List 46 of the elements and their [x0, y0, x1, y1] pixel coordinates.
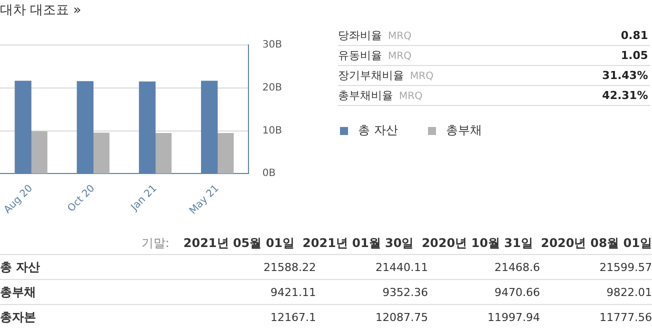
y-tick-label: 30B	[262, 40, 282, 51]
text: 11997.94	[488, 310, 540, 324]
text: 1.05	[620, 49, 648, 62]
text: 9822.01	[606, 286, 652, 298]
text: 기말:	[141, 234, 170, 252]
text: 12167.1	[270, 310, 316, 324]
y-tick-label: 10B	[262, 125, 282, 136]
text: 9470.66	[494, 286, 540, 298]
text: MRQ	[399, 91, 422, 102]
category-label: 총부채비율	[338, 89, 393, 102]
text: MRQ	[410, 71, 434, 82]
y-tick-label: 20B	[262, 82, 282, 94]
text: MRQ	[388, 31, 412, 42]
text: 9352.36	[382, 286, 428, 298]
legend-label: 총부채	[446, 122, 482, 139]
text: 21588.22	[264, 260, 316, 274]
category-label: 총부채	[0, 284, 36, 298]
category-label: 당좌비율	[338, 29, 382, 42]
text: 42.31%	[602, 89, 648, 102]
category-label: 장기부채비율	[338, 69, 404, 82]
chart-title: 대차 대조표 »	[0, 2, 82, 19]
text: 12087.75	[376, 310, 428, 324]
bar	[217, 133, 234, 174]
category-label: 총 자산	[0, 260, 40, 274]
bar	[154, 133, 172, 174]
x-tick-label: Oct 20	[66, 183, 98, 214]
category-label: 2020년 08월 01일	[540, 234, 652, 252]
text: 21468.6	[494, 260, 540, 274]
y-tick-label: 0B	[262, 168, 276, 180]
category-label: 2021년 01월 30일	[302, 234, 414, 252]
text: 9421.11	[270, 286, 316, 298]
text: 31.43%	[602, 69, 648, 82]
legend-label: 총 자산	[358, 122, 398, 139]
text: 0.81	[620, 29, 648, 42]
category-label: 2021년 05월 01일	[183, 234, 295, 252]
text: 11777.56	[600, 310, 652, 324]
x-tick-label: Aug 20	[2, 183, 36, 216]
x-tick-label: Jan 21	[128, 183, 160, 214]
text: MRQ	[388, 51, 412, 62]
category-label: 총자본	[0, 310, 36, 324]
category-label: 유동비율	[338, 49, 382, 62]
bar	[30, 131, 48, 174]
text: 21440.11	[376, 260, 428, 274]
category-label: 2020년 10월 31일	[422, 234, 533, 252]
text: 21599.57	[600, 260, 652, 274]
bar	[92, 132, 110, 174]
